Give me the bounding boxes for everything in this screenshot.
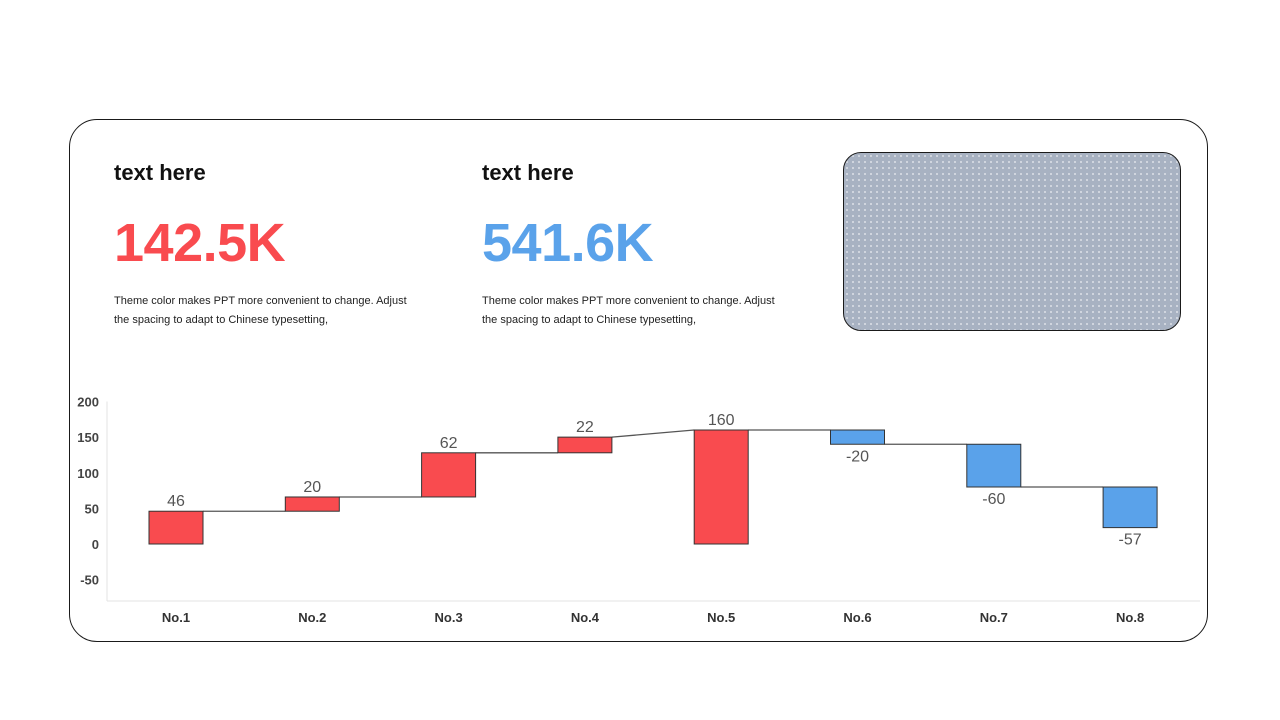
y-tick-label: 100 [77,466,99,481]
panel-2-value: 541.6K [482,213,654,273]
y-tick-label: 0 [92,537,99,552]
y-tick-label: 50 [85,501,99,516]
y-tick-label: 200 [77,395,99,410]
panel-2-heading: text here [482,160,574,185]
panel-1-heading: text here [114,160,206,185]
connector-line [611,429,695,438]
panel-2-description: Theme color makes PPT more convenient to… [482,295,775,326]
bar-no8 [1102,486,1158,529]
data-label: 20 [303,479,321,496]
bar-no3 [421,452,477,498]
bar-no2 [284,496,340,512]
x-category-label: No.7 [980,610,1008,625]
data-label: 62 [440,435,458,452]
data-label: 22 [576,419,594,436]
panel-1-description: Theme color makes PPT more convenient to… [114,295,407,326]
y-tick-label: -50 [80,573,99,588]
bar-no4 [557,436,613,454]
bar-no5 [693,429,749,545]
bar-no1 [148,510,204,545]
x-category-label: No.1 [162,610,190,625]
data-label: 46 [167,493,185,510]
x-category-label: No.6 [843,610,871,625]
x-category-label: No.3 [435,610,463,625]
data-label: 160 [708,412,735,429]
x-category-label: No.4 [571,610,600,625]
bar-no6 [830,429,885,445]
panel-1-value: 142.5K [114,213,286,273]
data-label: -60 [982,491,1005,508]
x-category-label: No.8 [1116,610,1144,625]
image-placeholder [843,152,1181,331]
data-label: -57 [1119,532,1142,549]
data-label: -20 [846,448,869,465]
x-category-label: No.5 [707,610,735,625]
y-tick-label: 150 [77,430,99,445]
bar-no7 [966,443,1022,488]
x-category-label: No.2 [298,610,326,625]
